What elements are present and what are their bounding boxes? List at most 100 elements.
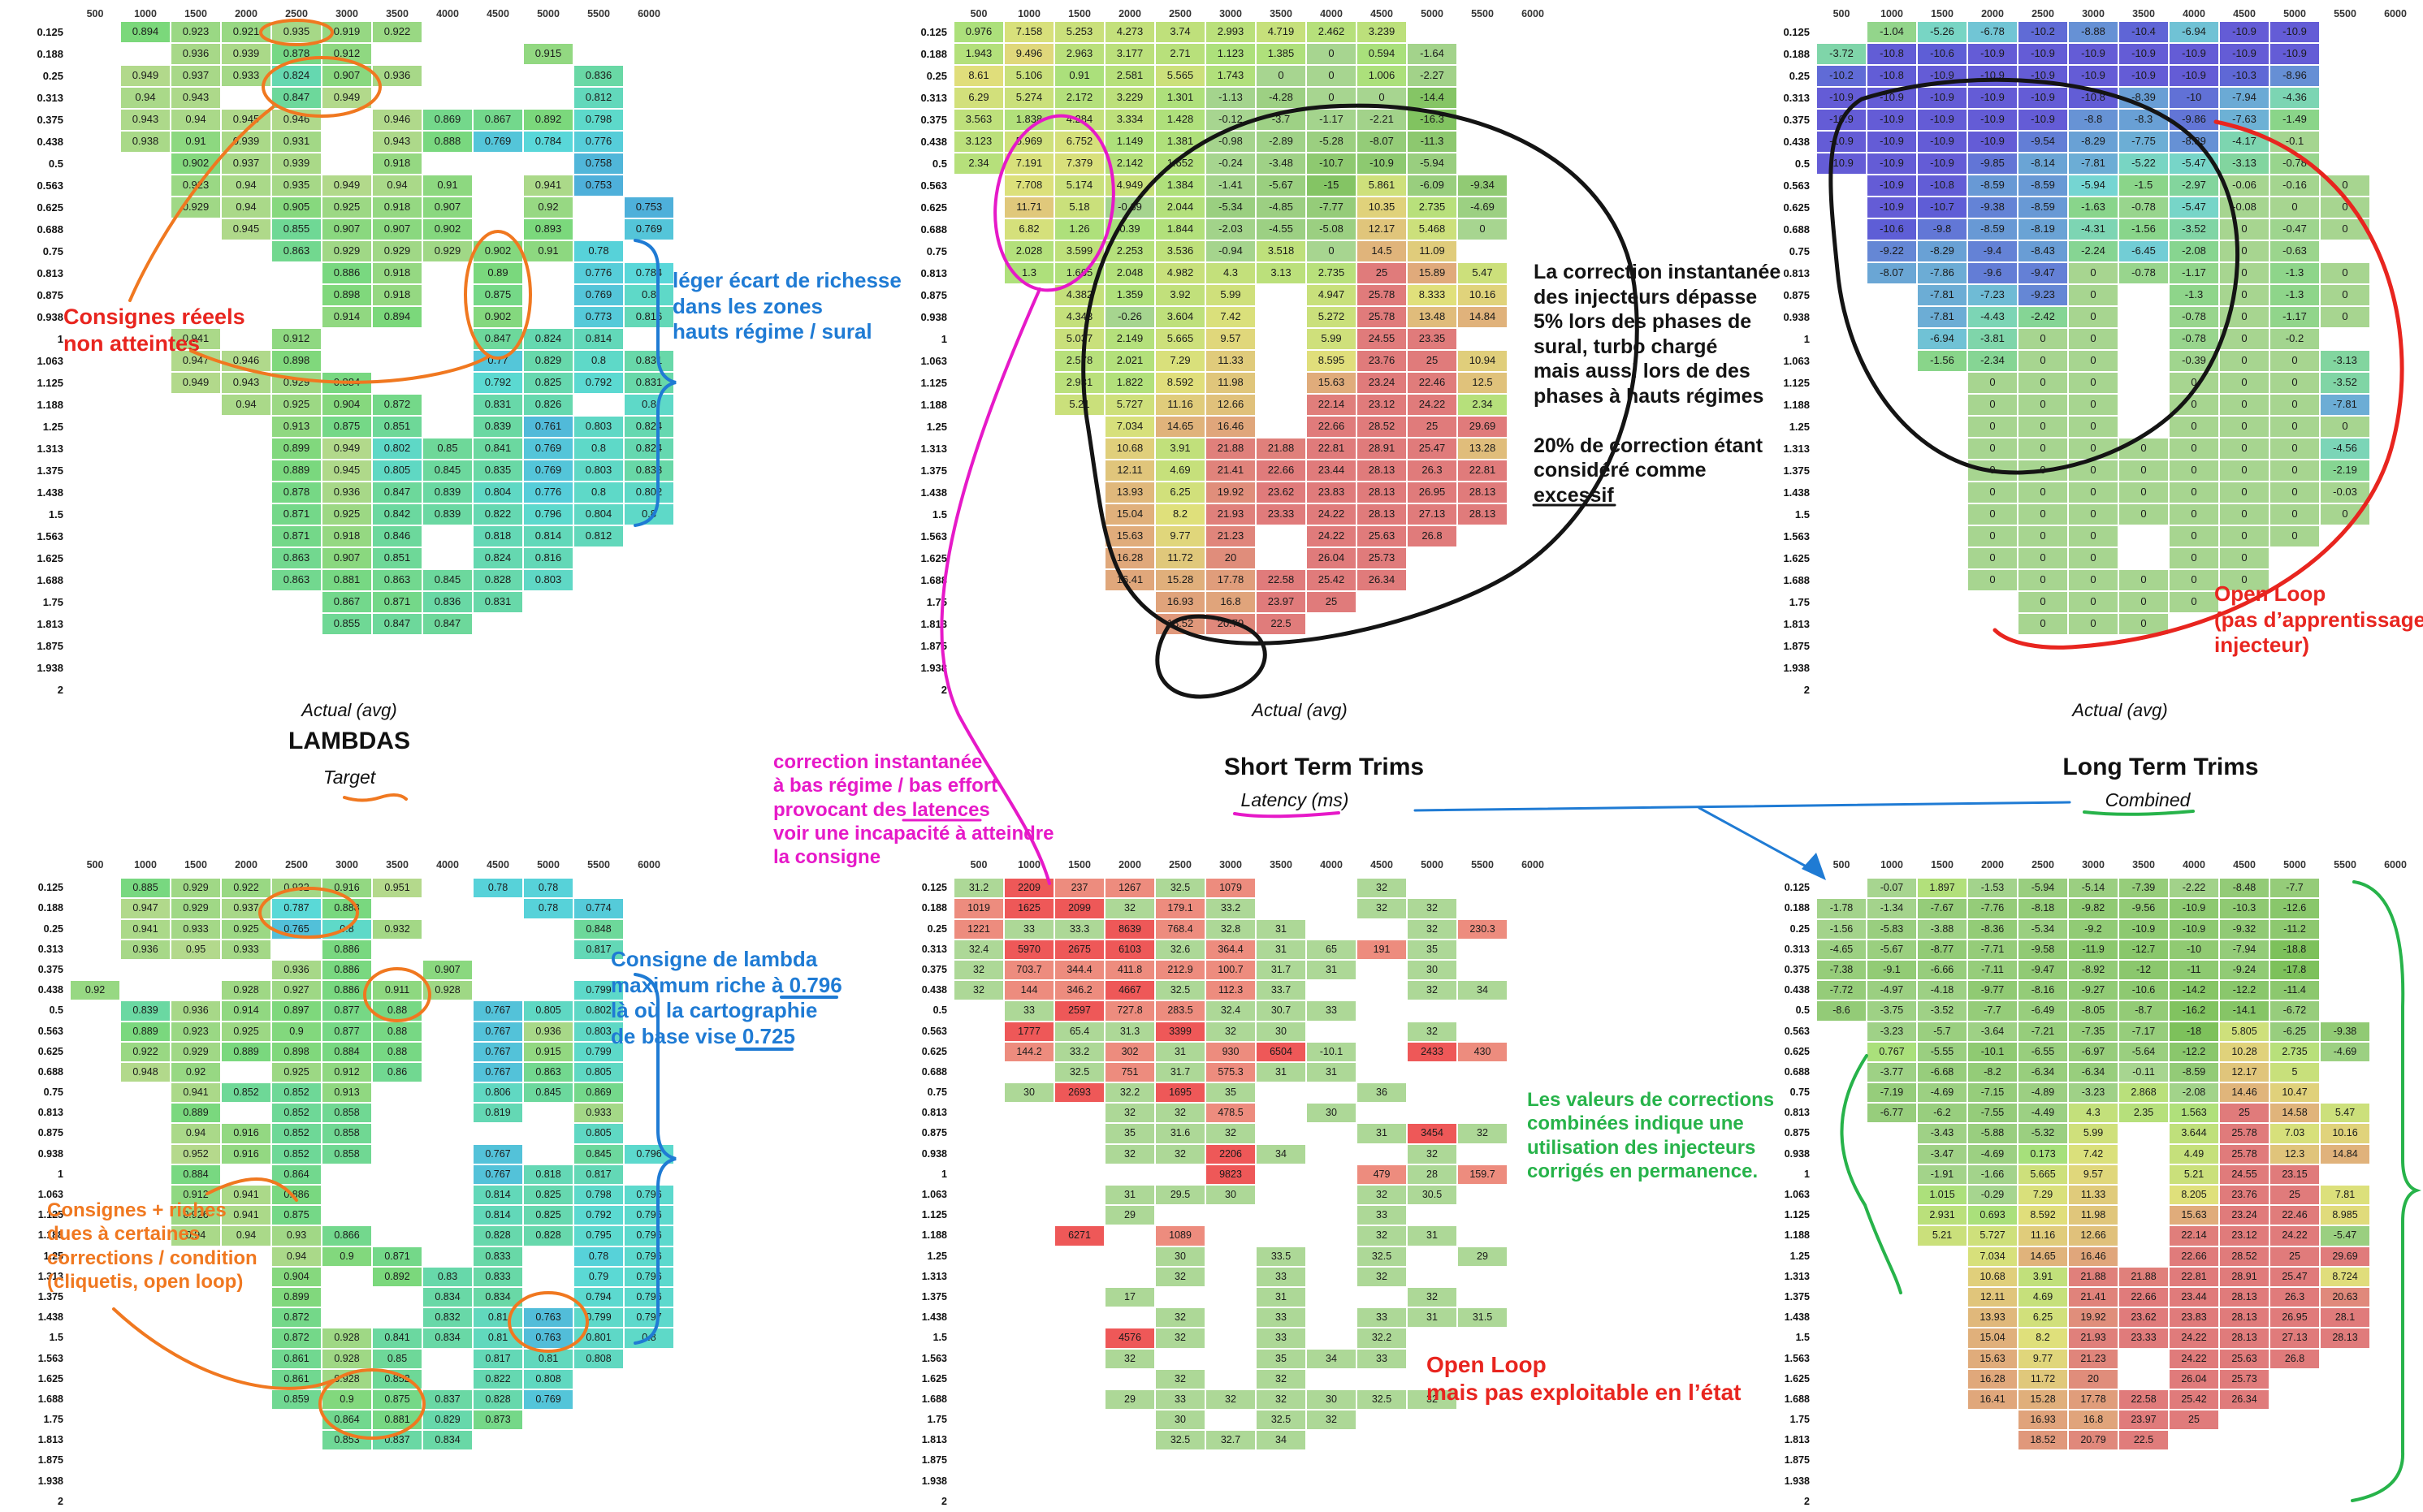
table-cell[interactable]	[422, 1225, 473, 1246]
table-cell[interactable]: 0.91	[1054, 65, 1105, 87]
table-cell[interactable]	[2320, 679, 2370, 701]
table-cell[interactable]: 0.803	[573, 416, 624, 438]
table-cell[interactable]	[1356, 1368, 1407, 1389]
table-cell[interactable]	[1407, 591, 1457, 613]
table-cell[interactable]	[1105, 1430, 1155, 1451]
table-cell[interactable]	[624, 939, 674, 960]
table-cell[interactable]: -4.18	[1917, 980, 1967, 1001]
table-cell[interactable]: 0.594	[1356, 43, 1407, 65]
table-cell[interactable]: 0.796	[624, 1185, 674, 1206]
table-cell[interactable]: 6.29	[954, 87, 1004, 109]
table-cell[interactable]: -3.7	[1256, 109, 1306, 131]
table-cell[interactable]: 31	[1256, 939, 1306, 960]
table-cell[interactable]: 0	[2320, 218, 2370, 240]
table-cell[interactable]	[1816, 503, 1867, 525]
table-cell[interactable]	[2370, 1000, 2421, 1022]
table-cell[interactable]	[1306, 1205, 1356, 1226]
table-cell[interactable]: 0.875	[372, 1389, 422, 1410]
table-cell[interactable]: 2.462	[1306, 21, 1356, 43]
table-cell[interactable]	[954, 284, 1004, 306]
table-cell[interactable]: 12.5	[1457, 372, 1508, 394]
table-cell[interactable]	[1816, 1185, 1867, 1206]
table-cell[interactable]	[624, 1368, 674, 1389]
table-cell[interactable]	[954, 1430, 1004, 1451]
table-cell[interactable]	[473, 635, 523, 657]
table-cell[interactable]: 0.8	[573, 350, 624, 372]
table-cell[interactable]: 21.23	[1205, 525, 1256, 547]
table-cell[interactable]: 0.831	[473, 394, 523, 416]
table-cell[interactable]: 29.69	[2320, 1246, 2370, 1267]
table-cell[interactable]: -10.1	[1967, 1041, 2018, 1062]
table-cell[interactable]	[1407, 1430, 1457, 1451]
table-cell[interactable]: 0.776	[573, 262, 624, 284]
table-cell[interactable]	[2370, 980, 2421, 1001]
table-cell[interactable]	[1004, 416, 1054, 438]
table-cell[interactable]: 0.936	[171, 1000, 221, 1022]
table-cell[interactable]: 1.665	[1054, 262, 1105, 284]
table-cell[interactable]: 0	[1967, 438, 2018, 460]
table-cell[interactable]	[221, 657, 271, 679]
table-cell[interactable]	[1917, 438, 1967, 460]
table-cell[interactable]	[1457, 1143, 1508, 1164]
table-cell[interactable]: -7.38	[1816, 959, 1867, 981]
table-cell[interactable]: -0.07	[1867, 878, 1917, 899]
table-cell[interactable]: 0.8	[573, 482, 624, 503]
table-cell[interactable]: 0	[2018, 460, 2068, 482]
table-cell[interactable]	[70, 1348, 120, 1369]
table-cell[interactable]: 32	[1407, 1389, 1457, 1410]
table-cell[interactable]	[1004, 306, 1054, 328]
table-cell[interactable]: 0.776	[523, 482, 573, 503]
table-cell[interactable]: 0.767	[473, 1143, 523, 1164]
table-cell[interactable]	[1155, 1205, 1205, 1226]
table-cell[interactable]	[120, 1286, 171, 1308]
table-cell[interactable]	[1105, 1410, 1155, 1431]
table-cell[interactable]	[624, 1348, 674, 1369]
table-cell[interactable]: 0	[1967, 482, 2018, 503]
table-cell[interactable]	[2018, 1450, 2068, 1471]
table-cell[interactable]: 24.55	[1356, 328, 1407, 350]
table-cell[interactable]	[1457, 1286, 1508, 1308]
table-cell[interactable]	[1508, 1328, 1558, 1349]
table-cell[interactable]	[372, 43, 422, 65]
table-cell[interactable]: 1.943	[954, 43, 1004, 65]
table-cell[interactable]	[2068, 1471, 2118, 1492]
table-cell[interactable]: 24.22	[2269, 1225, 2320, 1246]
table-cell[interactable]	[1508, 1205, 1558, 1226]
table-cell[interactable]: 0.812	[573, 87, 624, 109]
table-cell[interactable]	[1816, 284, 1867, 306]
table-cell[interactable]: 7.034	[1105, 416, 1155, 438]
table-cell[interactable]	[1457, 1410, 1508, 1431]
table-cell[interactable]	[2269, 657, 2320, 679]
table-cell[interactable]	[1457, 1368, 1508, 1389]
table-cell[interactable]	[573, 591, 624, 613]
table-cell[interactable]: -5.64	[2118, 1041, 2169, 1062]
table-cell[interactable]: -14.1	[2219, 1000, 2269, 1022]
table-cell[interactable]	[1816, 1123, 1867, 1144]
table-cell[interactable]	[422, 306, 473, 328]
table-cell[interactable]: 2099	[1054, 898, 1105, 919]
table-cell[interactable]	[1508, 1041, 1558, 1062]
table-cell[interactable]: 0.929	[171, 197, 221, 218]
table-cell[interactable]: 0.929	[322, 240, 372, 262]
table-cell[interactable]	[171, 1246, 221, 1267]
table-cell[interactable]	[1407, 1205, 1457, 1226]
table-cell[interactable]: 0	[2219, 394, 2269, 416]
table-cell[interactable]	[221, 1491, 271, 1512]
table-cell[interactable]	[1054, 1266, 1105, 1287]
table-cell[interactable]: 0.877	[322, 1000, 372, 1022]
table-cell[interactable]	[1256, 1123, 1306, 1144]
table-cell[interactable]	[1306, 1225, 1356, 1246]
table-cell[interactable]	[2118, 306, 2169, 328]
table-cell[interactable]	[2370, 87, 2421, 109]
table-cell[interactable]: 0	[2320, 284, 2370, 306]
table-cell[interactable]	[1306, 1328, 1356, 1349]
table-cell[interactable]: -6.78	[1967, 21, 2018, 43]
table-cell[interactable]: 0	[2068, 460, 2118, 482]
table-cell[interactable]	[221, 87, 271, 109]
table-cell[interactable]: 0.863	[523, 1061, 573, 1083]
table-cell[interactable]	[473, 898, 523, 919]
table-cell[interactable]	[1457, 525, 1508, 547]
table-cell[interactable]: -10.9	[2169, 898, 2219, 919]
table-cell[interactable]: 32.5	[1054, 1061, 1105, 1083]
table-cell[interactable]: 478.5	[1205, 1103, 1256, 1124]
